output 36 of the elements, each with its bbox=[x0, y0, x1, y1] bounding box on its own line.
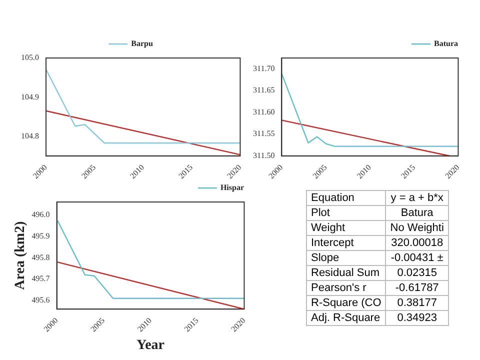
text: R-Square (CO bbox=[306, 296, 386, 310]
text: Batura bbox=[386, 206, 448, 220]
y-tick-label: 311.55 bbox=[253, 129, 275, 138]
y-tick-label: 311.65 bbox=[253, 86, 275, 95]
y-axis-title: Area (km2) bbox=[13, 220, 28, 290]
y-tick-label: 104.9 bbox=[21, 92, 39, 102]
text: Weight bbox=[306, 220, 386, 236]
text: 0.02315 bbox=[386, 266, 448, 280]
x-axis-title: Year bbox=[136, 338, 165, 354]
y-tick-label: 495.7 bbox=[32, 274, 50, 284]
y-tick-label: 105.0 bbox=[21, 53, 39, 62]
legend-label: Barpu bbox=[131, 39, 154, 48]
text: No Weighti bbox=[386, 220, 448, 236]
y-tick-label: 495.9 bbox=[32, 231, 50, 240]
text: Intercept bbox=[306, 236, 386, 250]
text: Adj. R-Square bbox=[306, 310, 386, 326]
text: 0.38177 bbox=[386, 296, 448, 310]
legend-label: Hispar bbox=[220, 183, 244, 192]
text: -0.00431 ± bbox=[386, 250, 448, 266]
y-tick-label: 311.70 bbox=[253, 64, 275, 73]
text: 0.34923 bbox=[386, 310, 448, 326]
y-tick-label: 311.60 bbox=[253, 107, 275, 116]
text: 320.00018 bbox=[386, 236, 448, 250]
y-tick-label: 311.50 bbox=[253, 150, 275, 160]
text: Equation bbox=[306, 190, 386, 206]
text: -0.61787 bbox=[386, 280, 448, 296]
legend-label: Batura bbox=[434, 39, 458, 48]
text: y = a + b*x bbox=[386, 190, 448, 206]
text: Residual Sum bbox=[306, 266, 386, 280]
text: Slope bbox=[306, 250, 386, 266]
text: Plot bbox=[306, 206, 386, 220]
y-tick-label: 495.8 bbox=[32, 252, 50, 262]
text: Pearson's r bbox=[306, 280, 386, 296]
y-tick-label: 496.0 bbox=[32, 210, 50, 219]
y-tick-label: 104.8 bbox=[21, 131, 39, 140]
y-tick-label: 495.6 bbox=[32, 296, 50, 305]
